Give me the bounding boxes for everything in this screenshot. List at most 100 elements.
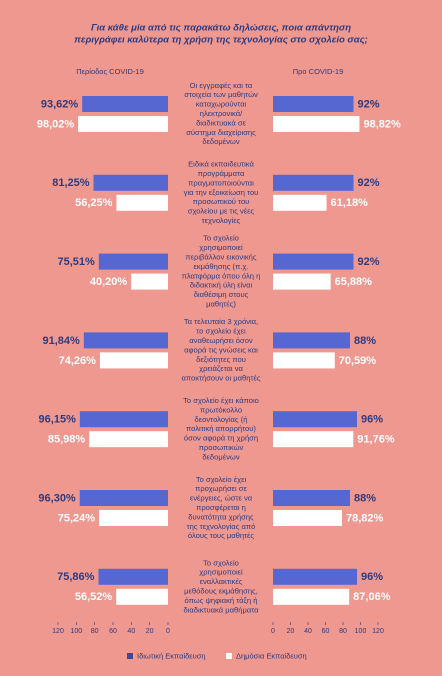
bar	[93, 174, 168, 191]
category-label: ενέργειες, ώστε να	[190, 494, 253, 503]
category-label: αποκτήσουν οι μαθητές	[181, 374, 260, 383]
bar	[273, 116, 360, 132]
category-label: προσφέρεται η	[196, 503, 246, 512]
category-label: Οι εγγραφές και τα	[190, 81, 253, 90]
bar	[273, 568, 357, 585]
value-label: 88%	[354, 492, 376, 504]
x-tick-label: 60	[109, 628, 117, 635]
category-label: δεδομένων	[202, 137, 240, 146]
bar	[273, 411, 357, 428]
value-label: 92%	[358, 256, 380, 268]
category-label: διαδικτυακά σε	[196, 118, 246, 127]
bar	[98, 253, 168, 270]
value-label: 75,24%	[58, 512, 96, 524]
category-label: χρησιμοποιεί	[199, 568, 243, 577]
category-label: Το σχολείο	[203, 558, 239, 567]
category-label: εκμάθησης (π.χ.	[193, 262, 248, 271]
bar	[131, 273, 168, 290]
bar	[273, 510, 342, 526]
value-label: 74,26%	[59, 355, 97, 367]
bar	[273, 273, 331, 290]
value-label: 96,30%	[38, 492, 76, 504]
bar	[273, 332, 350, 349]
legend-label: Δημόσια Εκπαίδευση	[236, 651, 307, 660]
bar	[273, 490, 350, 506]
category-label: πραγματοποιούνται	[188, 178, 254, 187]
category-label: δεοντολογίας (ή	[195, 415, 248, 424]
category-label: μαθητές)	[206, 300, 236, 309]
value-label: 85,98%	[48, 434, 86, 446]
bar	[116, 194, 168, 211]
panel-title: Προ COVID-19	[293, 67, 344, 76]
value-label: 78,82%	[346, 512, 384, 524]
category-label: πρωτόκολλο	[200, 405, 242, 414]
bar	[273, 194, 327, 211]
bar	[273, 174, 354, 191]
x-tick-label: 40	[304, 628, 312, 635]
value-label: 88%	[354, 335, 376, 347]
value-label: 70,59%	[339, 355, 377, 367]
x-tick-label: 100	[70, 628, 82, 635]
category-label: χρησιμοποιεί	[199, 243, 243, 252]
category-label: μεθόδους εκμάθησης,	[184, 587, 258, 596]
bar	[99, 510, 168, 526]
bar	[116, 588, 168, 605]
category-label: της τεχνολογίας από	[187, 522, 256, 531]
bar	[98, 568, 168, 585]
category-label: εναλλακτικές	[200, 577, 243, 586]
category-label: Ειδικά εκπαιδευτικά	[188, 160, 254, 169]
category-label: προσωπικών	[199, 443, 244, 452]
value-label: 81,25%	[52, 177, 90, 189]
value-label: 75,51%	[57, 256, 95, 268]
chart-title: περιγράφει καλύτερα τη χρήση της τεχνολο…	[74, 35, 368, 46]
x-tick-label: 20	[146, 628, 154, 635]
bar	[273, 352, 335, 369]
category-label: τεχνολογίες	[202, 216, 241, 225]
category-label: δεδομένων	[202, 452, 240, 461]
bar	[273, 431, 354, 448]
x-tick-label: 0	[166, 628, 170, 635]
value-label: 65,88%	[335, 276, 373, 288]
value-label: 87,06%	[353, 591, 391, 603]
category-label: πολιτική απορρήτου)	[186, 424, 256, 433]
bar	[273, 96, 354, 112]
x-tick-label: 80	[91, 628, 99, 635]
category-label: όσον αφορά τη χρήση	[184, 434, 258, 443]
value-label: 96,15%	[39, 414, 77, 426]
x-tick-label: 80	[339, 628, 347, 635]
category-label: προχωρήσει σε	[195, 484, 247, 493]
category-label: στοιχεία των μαθητών	[184, 90, 258, 99]
bar	[273, 253, 354, 270]
x-tick-label: 60	[322, 628, 330, 635]
value-label: 93,62%	[41, 98, 79, 110]
category-label: Τα τελευταία 3 χρόνια,	[184, 317, 258, 326]
category-label: για την εξοικείωση του	[184, 188, 259, 197]
category-label: χρειάζεται να	[199, 364, 243, 373]
category-label: το σχολείο έχει	[196, 327, 246, 336]
x-tick-label: 40	[127, 628, 135, 635]
category-label: προσωπικού του	[193, 197, 250, 206]
value-label: 98,02%	[37, 118, 75, 130]
bar	[82, 96, 168, 112]
legend-swatch	[226, 653, 232, 659]
bar	[79, 411, 168, 428]
x-tick-label: 0	[271, 628, 275, 635]
bar	[89, 431, 168, 448]
bar	[99, 352, 168, 369]
category-label: καταχωρούνται	[196, 100, 247, 109]
chart-title: Για κάθε μία από τις παρακάτω δηλώσεις, …	[91, 23, 351, 34]
value-label: 75,86%	[57, 571, 95, 583]
category-label: Το σχολείο έχει	[196, 475, 247, 484]
bar	[79, 490, 168, 506]
category-label: διαδικτυακά μαθήματα	[183, 605, 259, 614]
value-label: 92%	[358, 98, 380, 110]
value-label: 61,18%	[331, 197, 369, 209]
value-label: 56,25%	[75, 197, 113, 209]
category-label: προγράμματα	[198, 169, 245, 178]
bar	[83, 332, 168, 349]
panel-title: Περίοδος COVID-19	[76, 67, 144, 76]
category-label: πλατφόρμα όπου όλη η	[182, 271, 261, 280]
